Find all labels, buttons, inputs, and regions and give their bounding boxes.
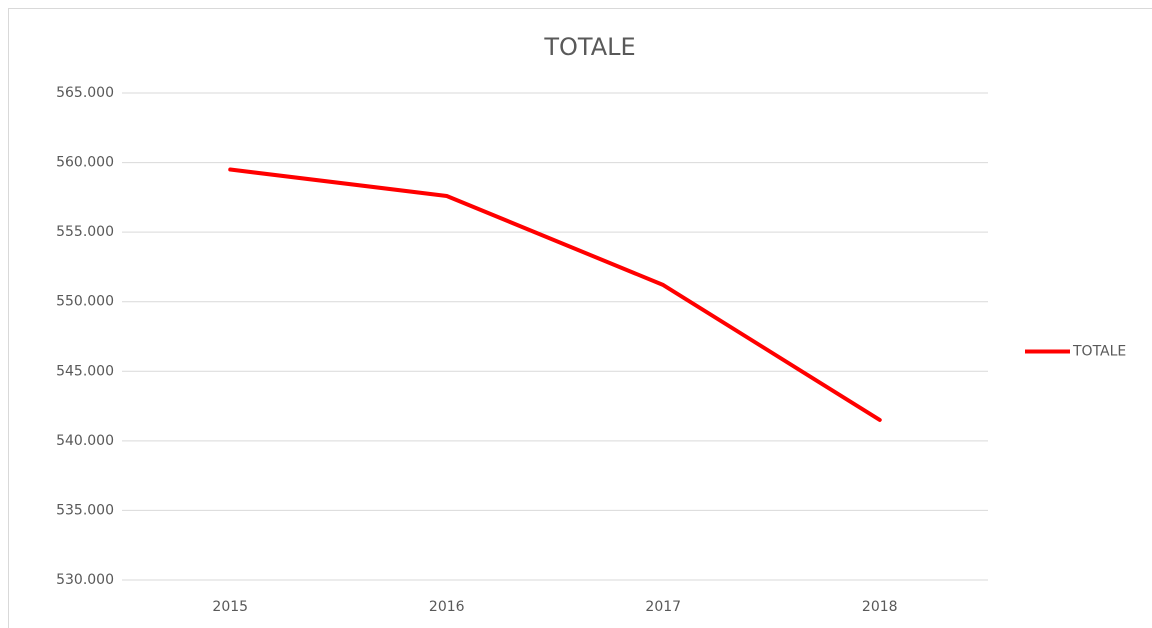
y-tick-label: 560.000 bbox=[56, 155, 114, 171]
y-tick-label: 555.000 bbox=[56, 224, 114, 240]
y-tick-label: 530.000 bbox=[56, 572, 114, 588]
legend-label: TOTALE bbox=[1072, 344, 1126, 360]
y-tick-label: 545.000 bbox=[56, 363, 114, 379]
chart-title: TOTALE bbox=[543, 33, 635, 61]
y-tick-label: 565.000 bbox=[56, 85, 114, 101]
y-tick-label: 550.000 bbox=[56, 294, 114, 310]
line-series bbox=[228, 167, 882, 422]
y-tick-label: 535.000 bbox=[56, 502, 114, 518]
y-tick-label: 540.000 bbox=[56, 433, 114, 449]
x-tick-label: 2017 bbox=[645, 599, 681, 615]
chart-frame bbox=[8, 8, 1152, 628]
x-tick-label: 2018 bbox=[862, 599, 898, 615]
x-tick-label: 2016 bbox=[429, 599, 465, 615]
x-tick-label: 2015 bbox=[212, 599, 248, 615]
